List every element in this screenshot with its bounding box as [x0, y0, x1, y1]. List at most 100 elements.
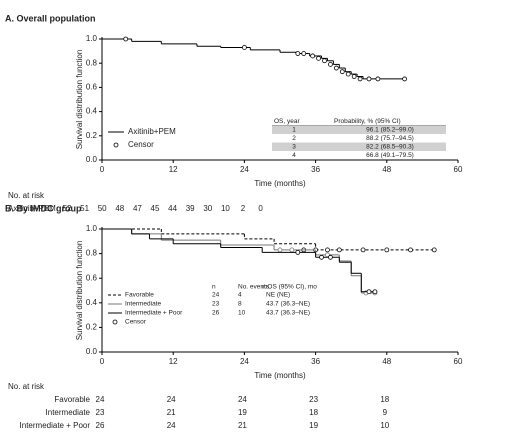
censor-mark [372, 289, 378, 295]
legend-cell: 23 [212, 301, 220, 308]
y-tick-label: 0.8 [86, 249, 98, 258]
at-risk-count: 24 [96, 395, 105, 404]
table-cell: 82.2 (68.5–90.3) [366, 143, 414, 150]
y-tick-label: 1.0 [86, 34, 98, 43]
table-cell: 1 [292, 126, 296, 133]
x-tick-label: 48 [382, 357, 391, 366]
at-risk-count: 19 [309, 421, 318, 430]
at-risk-count: 23 [96, 408, 105, 417]
censor-mark [289, 247, 295, 253]
censor-mark [375, 76, 381, 82]
y-axis-label: Survival distribution function [75, 50, 84, 150]
censor-mark [366, 289, 372, 295]
legend-label: Favorable [125, 292, 154, 299]
at-risk-count: 10 [380, 421, 389, 430]
censor-mark [310, 53, 316, 59]
at-risk-count: 23 [309, 395, 318, 404]
x-tick-label: 60 [454, 165, 463, 174]
at-risk-count: 21 [238, 421, 247, 430]
at-risk-count: 18 [309, 408, 318, 417]
at-risk-count: 51 [80, 204, 89, 213]
y-tick-label: 0.4 [86, 298, 98, 307]
x-tick-label: 36 [311, 357, 320, 366]
at-risk-label: Intermediate [46, 408, 91, 417]
y-tick-label: 0.6 [86, 273, 98, 282]
x-tick-label: 36 [311, 165, 320, 174]
censor-mark [316, 55, 321, 61]
table-cell: 88.2 (75.7–94.5) [366, 135, 414, 142]
x-tick-label: 0 [100, 165, 105, 174]
y-tick-label: 0.4 [86, 107, 98, 116]
x-tick-label: 12 [169, 357, 178, 366]
legend-cell: 43.7 (36.3–NE) [266, 301, 310, 308]
panel-title: A. Overall population [5, 13, 96, 23]
legend-censor [112, 319, 118, 325]
y-tick-label: 0.2 [86, 323, 98, 332]
legend-header: n [212, 284, 216, 291]
legend-header: mOS (95% CI), mo [262, 284, 317, 291]
censor-mark [360, 247, 366, 253]
legend-label: Axitinib+PEM [128, 127, 176, 136]
at-risk-title: No. at risk [8, 382, 45, 391]
legend-cell: 4 [238, 292, 242, 299]
x-tick-label: 24 [240, 165, 249, 174]
at-risk-count: 50 [98, 204, 107, 213]
at-risk-count: 48 [115, 204, 124, 213]
table-cell: 96.1 (85.2–99.0) [366, 126, 414, 133]
legend-label: Censor [125, 319, 147, 326]
at-risk-label: Intermediate + Poor [20, 421, 91, 430]
y-tick-label: 0.0 [86, 347, 98, 356]
legend-cell: 24 [212, 292, 220, 299]
censor-mark [431, 247, 437, 253]
y-tick-label: 0.6 [86, 83, 98, 92]
at-risk-count: 9 [383, 408, 388, 417]
x-tick-label: 48 [382, 165, 391, 174]
y-tick-label: 0.2 [86, 131, 98, 140]
censor-mark [345, 71, 351, 77]
table-header: Probability, % (95% CI) [334, 118, 401, 125]
at-risk-count: 47 [133, 204, 142, 213]
y-tick-label: 0.0 [86, 155, 98, 164]
at-risk-count: 44 [168, 204, 177, 213]
y-tick-label: 0.8 [86, 58, 98, 67]
at-risk-title: No. at risk [8, 191, 45, 200]
censor-mark [366, 76, 372, 82]
censor-mark [301, 51, 307, 56]
censor-mark [384, 247, 390, 253]
table-row-shade [272, 125, 446, 134]
x-tick-label: 12 [169, 165, 178, 174]
at-risk-count: 45 [151, 204, 160, 213]
x-axis-label: Time (months) [254, 371, 306, 380]
at-risk-count: 21 [167, 408, 176, 417]
at-risk-count: 52 [63, 204, 72, 213]
at-risk-label: Axitinib+PEM [8, 204, 56, 213]
at-risk-count: 39 [186, 204, 195, 213]
censor-mark [328, 62, 333, 67]
legend-cell: NE (NE) [266, 292, 290, 299]
x-axis-label: Time (months) [254, 179, 306, 188]
censor-mark [325, 247, 330, 253]
censor-mark [333, 65, 339, 71]
table-cell: 66.8 (49.1–79.5) [366, 152, 414, 159]
legend-label: Censor [128, 140, 154, 149]
censor-mark [319, 254, 324, 260]
censor-mark [336, 247, 342, 253]
at-risk-count: 19 [238, 408, 247, 417]
x-tick-label: 60 [454, 357, 463, 366]
censor-mark [402, 76, 408, 82]
table-cell: 4 [292, 152, 296, 159]
at-risk-count: 24 [167, 421, 176, 430]
at-risk-count: 24 [238, 395, 247, 404]
censor-mark [295, 51, 301, 56]
censor-mark [357, 76, 363, 82]
panel-title: B. By IMDC group [5, 203, 82, 213]
legend-cell: 26 [212, 310, 220, 317]
at-risk-count: 26 [96, 421, 105, 430]
table-cell: 2 [292, 135, 296, 142]
table-cell: 3 [292, 143, 296, 150]
at-risk-count: 30 [203, 204, 212, 213]
legend-censor [113, 142, 119, 148]
table-row-shade [272, 142, 446, 151]
at-risk-count: 18 [380, 395, 389, 404]
